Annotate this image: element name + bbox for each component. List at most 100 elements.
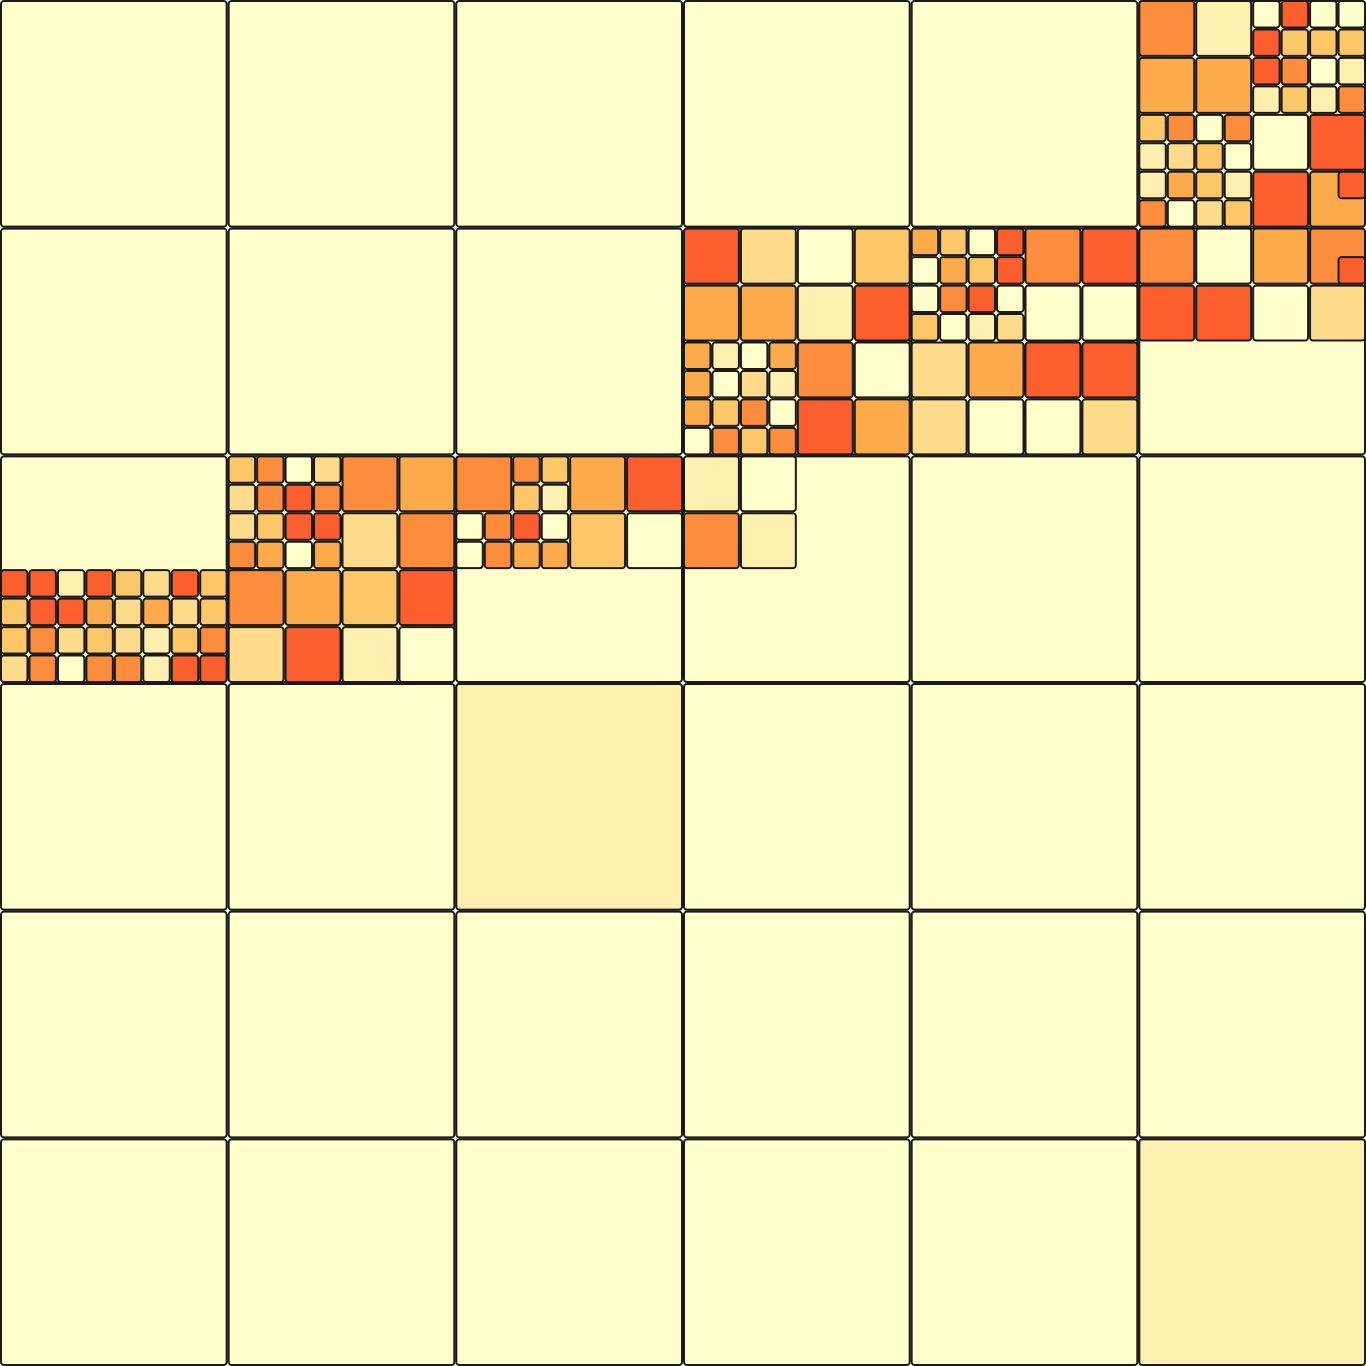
quadtree-cell (1309, 85, 1338, 114)
quadtree-cell (512, 483, 541, 513)
quadtree-cell (996, 227, 1025, 257)
quadtree-cell (1195, 0, 1253, 57)
quadtree-cell (739, 369, 769, 399)
quadtree-cell (455, 683, 684, 911)
quadtree-cell (768, 369, 797, 399)
quadtree-cell (284, 626, 342, 683)
quadtree-cell (256, 512, 285, 541)
quadtree-cell (711, 398, 740, 427)
quadtree-cell (996, 284, 1025, 314)
quadtree-cell (56, 597, 86, 627)
quadtree-cell (683, 369, 712, 399)
quadtree-cell (56, 654, 86, 684)
quadtree-cell (227, 569, 285, 627)
quadtree-cell (313, 483, 342, 513)
quadtree-cell (1309, 56, 1338, 86)
quadtree-cell (1252, 113, 1310, 171)
quadtree-cell (967, 398, 1025, 456)
quadtree-cell (540, 483, 570, 513)
quadtree-cell (398, 512, 456, 570)
quadtree-cell (683, 341, 712, 370)
quadtree-cell (398, 569, 456, 627)
quadtree-cell (28, 654, 57, 684)
quadtree-cell (0, 0, 228, 228)
quadtree-cell (739, 512, 797, 570)
quadtree-cell (1337, 85, 1366, 114)
quadtree-cell (1223, 113, 1253, 143)
quadtree-cell (1280, 56, 1310, 86)
quadtree-cell (227, 455, 257, 484)
quadtree-cell (28, 569, 57, 598)
quadtree-cell (1195, 142, 1224, 171)
quadtree-cell (313, 540, 342, 570)
quadtree-cell (1138, 284, 1196, 342)
quadtree-cell (1223, 142, 1253, 171)
quadtree-cell (113, 597, 143, 627)
quadtree-cell (910, 1138, 1139, 1366)
quadtree-cell (996, 256, 1025, 285)
quadtree-cell (227, 512, 257, 541)
quadtree-cell (284, 540, 314, 570)
quadtree-cell (967, 284, 997, 314)
quadtree-cell (1138, 683, 1366, 911)
quadtree-cell (85, 654, 114, 684)
quadtree-cell (142, 654, 171, 684)
quadtree-cell (1138, 910, 1366, 1139)
quadtree-cell (1252, 227, 1310, 285)
quadtree-cell (0, 455, 228, 684)
quadtree-cell (227, 626, 285, 683)
quadtree-cell (113, 569, 143, 598)
quadtree-cell (398, 455, 456, 513)
quadtree-cell (768, 426, 797, 456)
quadtree-cell (199, 626, 228, 655)
quadtree-cell (853, 284, 911, 342)
quadtree-cell (455, 512, 484, 541)
quadtree-cell (796, 341, 854, 399)
quadtree-cell (227, 1138, 456, 1366)
quadtree-cell (199, 597, 228, 627)
quadtree-cell (1195, 227, 1253, 285)
quadtree-cell (683, 683, 911, 911)
quadtree-cell (512, 512, 541, 541)
quadtree-cell (1138, 0, 1196, 57)
quadtree-cell (768, 341, 797, 370)
quadtree-cell (0, 1138, 228, 1366)
quadtree-cell (483, 540, 513, 570)
quadtree-cell (1138, 227, 1366, 456)
quadtree-cell (910, 398, 968, 456)
quadtree-cell (313, 455, 342, 484)
quadtree-cell (341, 512, 399, 570)
quadtree-cell (455, 227, 684, 456)
quadtree-cell (0, 910, 228, 1139)
quadtree-cell (1138, 113, 1167, 143)
quadtree-cell (0, 683, 228, 911)
quadtree-cell (1081, 341, 1139, 399)
quadtree-cell (1138, 199, 1167, 228)
quadtree-cell (711, 426, 740, 456)
quadtree-cell (626, 455, 683, 513)
quadtree-cell (1309, 113, 1366, 171)
quadtree-cell (683, 455, 740, 513)
quadtree-cell (967, 313, 997, 342)
quadtree-cell (711, 369, 740, 399)
quadtree-cell (910, 256, 940, 285)
quadtree-cell (683, 910, 911, 1139)
quadtree-cell (199, 654, 228, 684)
quadtree-cell (284, 512, 314, 541)
quadtree-cell (1337, 0, 1366, 29)
quadtree-cell (1081, 284, 1139, 342)
quadtree-cell (1252, 284, 1310, 342)
quadtree-cell (1138, 1138, 1366, 1366)
quadtree-cell (967, 256, 997, 285)
quadtree-cell (199, 569, 228, 598)
quadtree-cell (853, 341, 911, 399)
quadtree-cell (398, 626, 456, 683)
quadtree-cell (227, 483, 257, 513)
quadtree-cell (796, 227, 854, 285)
quadtree-cell (1195, 199, 1224, 228)
quadtree-cell (711, 341, 740, 370)
quadtree-cell (1166, 170, 1196, 200)
quadtree-cell (1138, 227, 1196, 285)
quadtree-cell (284, 483, 314, 513)
